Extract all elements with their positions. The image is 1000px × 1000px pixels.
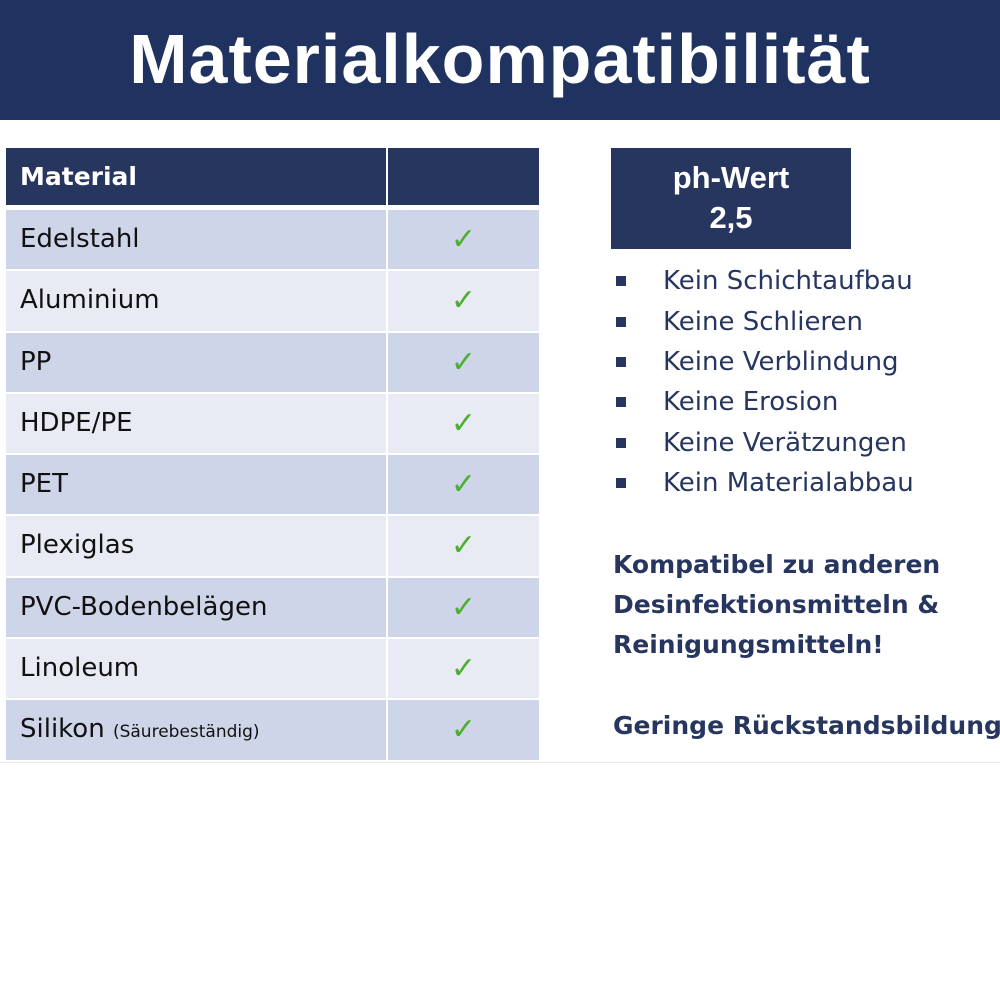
table-row: Edelstahl ✓ [6,210,539,270]
table-row: PP ✓ [6,332,539,392]
material-name: PET [20,469,68,500]
compat-line: Reinigungsmitteln! [613,630,884,659]
feature-text: Keine Verblindung [663,346,899,377]
bullet-square-icon [616,356,626,367]
feature-item: Keine Verätzungen [614,423,914,463]
material-name: Aluminium [20,285,160,316]
feature-item: Keine Verblindung [614,342,914,382]
table-row: Aluminium ✓ [6,271,539,331]
feature-item: Keine Schlieren [614,301,914,341]
material-name: Linoleum [20,653,140,684]
bullet-square-icon [616,437,626,448]
material-name: Silikon [20,714,105,745]
check-icon: ✓ [388,271,539,331]
feature-text: Kein Schichtaufbau [663,266,913,297]
check-icon: ✓ [388,455,539,515]
table-row: Silikon (Säurebeständig) ✓ [6,700,539,760]
table-header: Material [6,148,539,205]
bullet-square-icon [616,397,626,408]
ph-value-box: ph-Wert 2,5 [611,148,851,249]
bullet-square-icon [616,316,626,327]
feature-text: Kein Materialabbau [663,468,914,499]
title-banner: Materialkompatibilität [0,0,1000,120]
feature-item: Kein Materialabbau [614,463,914,503]
material-note: (Säurebeständig) [112,722,260,743]
check-icon: ✓ [388,332,539,392]
compat-line: Kompatibel zu anderen [613,550,941,579]
feature-list: Kein Schichtaufbau Keine Schlieren Keine V… [614,261,914,503]
divider [0,762,1000,763]
check-icon: ✓ [388,639,539,699]
material-cell: Linoleum [6,639,386,699]
material-table: Material Edelstahl ✓ Aluminium ✓ PP ✓ HDPE/… [6,148,539,762]
feature-text: Keine Verätzungen [663,427,907,458]
check-icon: ✓ [388,210,539,270]
header-material: Material [6,148,386,205]
compat-line: Desinfektionsmitteln & [613,590,940,619]
feature-text: Keine Schlieren [663,306,864,337]
header-compat [388,148,539,205]
table-row: Plexiglas ✓ [6,516,539,576]
material-name: PVC-Bodenbelägen [20,591,268,622]
check-icon: ✓ [388,577,539,638]
feature-item: Keine Erosion [614,382,914,422]
compat-note: Kompatibel zu anderen Desinfektionsmitte… [613,545,940,665]
ph-value: 2,5 [709,200,753,235]
material-name: Edelstahl [20,224,140,254]
table-row: PVC-Bodenbelägen ✓ [6,577,539,638]
material-cell: PVC-Bodenbelägen [6,577,386,638]
material-cell: Plexiglas [6,516,386,576]
material-cell: Edelstahl [6,210,386,270]
material-cell: PP [6,332,386,392]
table-row: Linoleum ✓ [6,639,539,699]
table-row: HDPE/PE ✓ [6,393,539,454]
bullet-square-icon [616,478,626,489]
check-icon: ✓ [388,393,539,454]
material-cell: HDPE/PE [6,393,386,454]
check-icon: ✓ [388,700,539,760]
material-cell: PET [6,455,386,515]
material-name: PP [20,346,52,377]
bullet-square-icon [616,276,626,287]
feature-text: Keine Erosion [663,387,839,418]
feature-item: Kein Schichtaufbau [614,261,914,301]
material-name: Plexiglas [20,530,135,561]
material-name: HDPE/PE [20,407,133,438]
material-cell: Aluminium [6,271,386,331]
check-icon: ✓ [388,516,539,576]
residue-note: Geringe Rückstandsbildung [613,711,1000,740]
table-row: PET ✓ [6,455,539,515]
ph-label: ph-Wert [672,160,790,195]
material-cell: Silikon (Säurebeständig) [6,700,386,760]
